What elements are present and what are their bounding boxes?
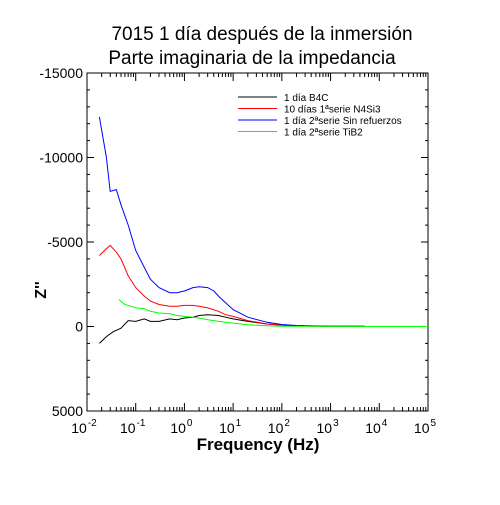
y-axis: -15000 -10000 -5000 0 5000 <box>39 65 428 419</box>
series-line-3 <box>98 116 365 327</box>
y-tick-label: -15000 <box>39 65 83 81</box>
x-tick-label: 101 <box>219 418 242 436</box>
x-tick-exponent: 3 <box>333 418 339 429</box>
y-tick-label: 0 <box>75 319 83 335</box>
x-tick-exponent: 5 <box>431 418 437 429</box>
x-tick-exponent: 2 <box>284 418 290 429</box>
x-tick-exponent: -1 <box>137 418 146 429</box>
series-line-2 <box>99 244 365 327</box>
y-axis-label: Z'' <box>33 281 50 298</box>
chart-title-line-1: 7015 1 día después de la inmersión <box>111 24 412 45</box>
legend-label-3: 1 día 2ªserie Sin refuerzos <box>284 116 402 127</box>
x-tick-label: 103 <box>317 418 340 436</box>
y-tick-label: -10000 <box>39 150 83 166</box>
x-tick-label: 10-1 <box>120 418 146 436</box>
x-tick-label: 100 <box>170 418 193 436</box>
series-line-1 <box>99 314 365 344</box>
x-tick-exponent: 4 <box>382 418 388 429</box>
chart-title-line-2: Parte imaginaria de la impedancia <box>108 48 396 69</box>
legend-label-1: 1 día B4C <box>284 93 328 104</box>
y-tick-label: -5000 <box>47 234 83 250</box>
series-line-4 <box>118 299 429 327</box>
x-tick-label: 104 <box>365 418 388 436</box>
x-axis-label: Frequency (Hz) <box>197 435 320 454</box>
y-tick-label: 5000 <box>52 403 83 419</box>
x-tick-label: 105 <box>414 418 437 436</box>
x-tick-exponent: 0 <box>187 418 193 429</box>
series-layer <box>98 116 429 344</box>
x-tick-label: 102 <box>268 418 291 436</box>
x-tick-exponent: 1 <box>236 418 242 429</box>
legend-label-4: 1 día 2ªserie TiB2 <box>284 128 363 139</box>
x-tick-exponent: -2 <box>88 418 97 429</box>
x-axis: 10-2 10-1 100 101 102 103 104 105 <box>71 73 437 436</box>
legend-label-2: 10 días 1ªserie N4Si3 <box>284 105 381 116</box>
x-tick-label: 10-2 <box>71 418 97 436</box>
